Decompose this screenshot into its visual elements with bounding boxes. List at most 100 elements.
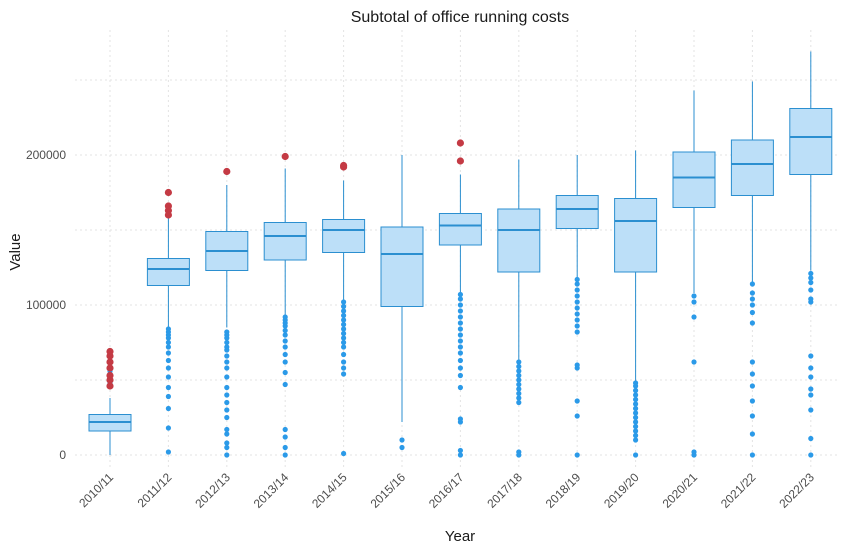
outlier-point <box>341 335 347 341</box>
x-tick-labels: 2010/11 2011/12 2012/13 2013/14 2014/15 2015/… <box>76 470 817 511</box>
x-tick-label: 2022/23 <box>776 470 817 511</box>
outlier-point <box>574 287 580 293</box>
outlier-point <box>749 290 756 296</box>
outlier-point <box>165 393 171 400</box>
outlier-point <box>341 321 347 328</box>
outlier-point <box>808 296 814 302</box>
outlier-point <box>574 305 580 311</box>
outlier-point <box>749 320 756 326</box>
outlier-point <box>457 302 463 308</box>
outlier-point <box>282 332 288 338</box>
box-iqr <box>614 198 658 273</box>
outlier-point <box>224 339 230 346</box>
box-2016-17 <box>438 139 482 458</box>
outlier-point <box>457 416 463 422</box>
outlier-point <box>633 423 639 430</box>
outlier-point <box>341 326 347 332</box>
outlier-point <box>282 344 288 350</box>
outlier-point <box>457 308 463 314</box>
outlier-point <box>457 326 463 332</box>
box-2010-11 <box>88 347 132 455</box>
outlier-point <box>749 452 756 458</box>
outlier-point <box>574 299 580 305</box>
outlier-point <box>341 330 347 337</box>
outlier-point <box>808 435 814 442</box>
outlier-point <box>457 332 463 338</box>
outlier-point <box>516 368 522 374</box>
outlier-point <box>341 308 347 314</box>
outlier-point <box>165 365 171 371</box>
outlier-point <box>224 329 230 335</box>
box-2015-16 <box>380 155 424 451</box>
outlier-point <box>633 392 639 398</box>
outlier-point <box>808 452 814 458</box>
outlier-point <box>749 383 756 389</box>
box-group <box>88 51 833 458</box>
outlier-point <box>749 309 756 316</box>
outlier-point <box>633 414 639 421</box>
outlier-point <box>749 431 756 437</box>
outlier-point <box>691 314 697 320</box>
x-tick-label: 2019/20 <box>601 470 642 511</box>
outlier-point <box>633 405 639 412</box>
outlier-point <box>165 449 171 455</box>
outlier-point <box>282 351 288 358</box>
box-iqr <box>730 139 774 196</box>
outlier-point <box>165 344 171 350</box>
outlier-point <box>165 374 171 380</box>
box-iqr <box>497 208 541 273</box>
extreme-outlier-point <box>456 157 464 165</box>
outlier-point <box>165 350 171 356</box>
outlier-point <box>633 410 639 416</box>
outlier-point <box>341 317 347 323</box>
outlier-point <box>574 413 580 419</box>
outlier-point <box>341 339 347 346</box>
outlier-point <box>224 431 230 437</box>
outlier-point <box>457 452 463 458</box>
extreme-outlier-point <box>164 188 172 197</box>
outlier-point <box>808 353 814 359</box>
outlier-point <box>691 449 697 455</box>
outlier-point <box>224 374 230 380</box>
x-tick-label: 2014/15 <box>309 470 350 511</box>
outlier-point <box>282 444 288 451</box>
outlier-point <box>633 387 639 394</box>
extreme-outlier-point <box>223 167 231 176</box>
outlier-point <box>282 314 288 320</box>
outlier-point <box>457 338 463 344</box>
outlier-point <box>224 426 230 433</box>
outlier-point <box>457 344 463 350</box>
x-tick-label: 2011/12 <box>135 470 175 510</box>
outlier-point <box>574 317 580 323</box>
x-tick-label: 2016/17 <box>426 470 467 511</box>
outlier-point <box>165 405 171 412</box>
outlier-point <box>457 320 463 326</box>
outlier-point <box>341 359 347 365</box>
outlier-point <box>341 299 347 305</box>
box-2022-23 <box>789 51 833 458</box>
outlier-point <box>574 362 580 368</box>
outlier-point <box>808 287 814 293</box>
x-tick-label: 2013/14 <box>251 470 292 511</box>
outlier-point <box>516 390 522 397</box>
outlier-point <box>224 444 230 451</box>
extreme-outlier-point <box>340 161 348 170</box>
outlier-point <box>691 293 697 299</box>
box-iqr <box>789 108 833 175</box>
outlier-point <box>808 392 814 398</box>
outlier-point <box>224 353 230 359</box>
outlier-point <box>516 381 522 388</box>
outlier-point <box>457 350 463 356</box>
box-2012-13 <box>205 167 249 458</box>
x-tick-label: 2015/16 <box>368 470 409 511</box>
outlier-point <box>224 407 230 413</box>
outlier-point <box>165 339 171 346</box>
outlier-point <box>633 401 639 407</box>
x-tick-label: 2012/13 <box>192 470 233 511</box>
extreme-outlier-point <box>456 139 464 147</box>
outlier-point <box>516 449 522 455</box>
x-tick-label: 2010/11 <box>76 470 116 510</box>
outlier-point <box>224 440 230 446</box>
outlier-point <box>282 359 288 365</box>
outlier-point <box>341 450 347 457</box>
